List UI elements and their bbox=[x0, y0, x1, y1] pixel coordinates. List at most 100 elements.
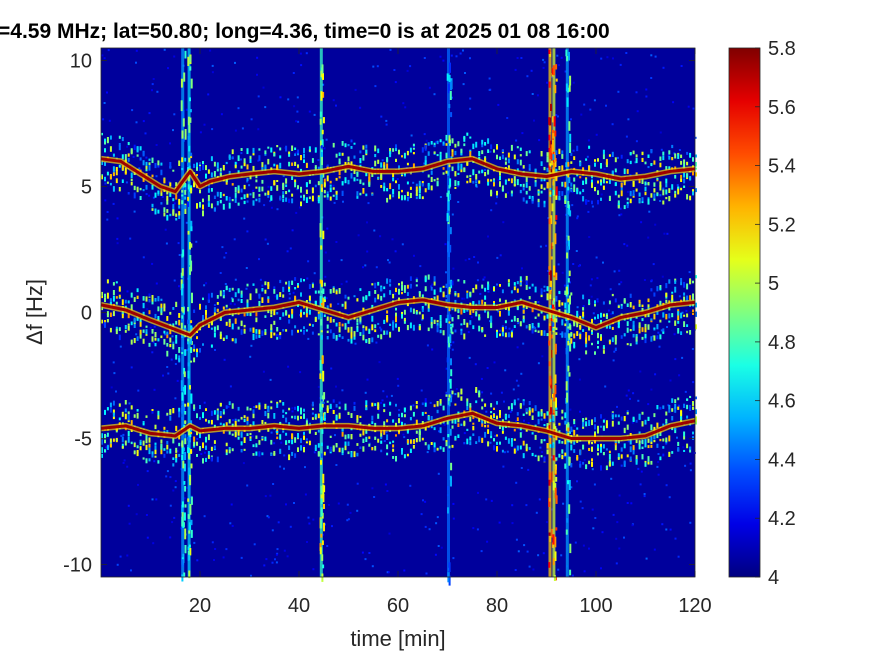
noise-speck bbox=[525, 504, 528, 507]
trace-speck bbox=[540, 311, 543, 314]
trace-speck bbox=[597, 314, 599, 319]
trace-speck bbox=[641, 151, 644, 156]
trace-speck bbox=[392, 172, 395, 177]
interference-speck bbox=[319, 279, 322, 284]
trace-speck bbox=[686, 283, 689, 290]
interference-speck bbox=[548, 471, 551, 479]
trace-speck bbox=[246, 302, 249, 309]
trace-speck bbox=[626, 327, 629, 333]
trace-speck bbox=[504, 414, 507, 418]
trace-speck bbox=[261, 297, 264, 303]
trace-speck bbox=[187, 338, 190, 342]
trace-speck bbox=[528, 401, 531, 406]
trace-speck bbox=[632, 190, 635, 197]
trace-speck bbox=[279, 400, 282, 403]
interference-speck bbox=[550, 103, 552, 111]
noise-speck bbox=[135, 333, 138, 336]
trace-speck bbox=[326, 175, 329, 182]
trace-speck bbox=[668, 196, 671, 202]
trace-speck bbox=[433, 447, 436, 452]
trace-speck bbox=[650, 163, 653, 167]
trace-speck bbox=[270, 147, 273, 153]
noise-speck bbox=[233, 303, 236, 306]
trace-speck bbox=[466, 322, 469, 328]
trace-speck bbox=[671, 298, 674, 304]
trace-speck bbox=[199, 166, 201, 171]
trace-speck bbox=[175, 457, 178, 463]
trace-speck bbox=[695, 324, 697, 330]
noise-speck bbox=[511, 328, 514, 331]
trace-speck bbox=[127, 430, 130, 437]
trace-speck bbox=[219, 415, 222, 419]
trace-speck bbox=[383, 165, 386, 171]
trace-speck bbox=[481, 418, 484, 424]
noise-speck bbox=[489, 320, 491, 323]
noise-speck bbox=[138, 167, 141, 170]
trace-speck bbox=[326, 336, 329, 340]
trace-speck bbox=[525, 182, 528, 188]
noise-speck bbox=[151, 498, 154, 501]
trace-speck bbox=[689, 395, 692, 398]
trace-speck bbox=[395, 180, 397, 184]
trace-speck bbox=[605, 420, 608, 426]
trace-speck bbox=[433, 289, 436, 295]
noise-speck bbox=[155, 282, 158, 285]
noise-speck bbox=[495, 202, 498, 205]
interference-speck bbox=[549, 536, 552, 542]
colorbar-tick-label: 4 bbox=[768, 567, 779, 589]
trace-speck bbox=[154, 445, 157, 451]
trace-speck bbox=[199, 304, 201, 309]
trace-speck bbox=[415, 196, 418, 200]
interference-speck bbox=[449, 244, 452, 253]
trace-speck bbox=[424, 411, 427, 414]
trace-speck bbox=[484, 403, 487, 407]
trace-speck bbox=[457, 293, 460, 298]
trace-speck bbox=[317, 413, 320, 419]
trace-speck bbox=[629, 329, 632, 332]
trace-speck bbox=[166, 440, 169, 445]
noise-speck bbox=[538, 139, 541, 142]
trace-speck bbox=[412, 152, 415, 155]
trace-speck bbox=[392, 325, 395, 331]
noise-speck bbox=[264, 238, 267, 241]
trace-speck bbox=[454, 307, 457, 312]
noise-speck bbox=[240, 556, 243, 559]
noise-speck bbox=[477, 491, 479, 494]
noise-speck bbox=[517, 398, 520, 401]
trace-speck bbox=[172, 323, 175, 328]
interference-speck bbox=[184, 528, 187, 540]
trace-speck bbox=[356, 171, 359, 177]
trace-speck bbox=[549, 444, 552, 448]
trace-speck bbox=[109, 146, 112, 152]
noise-speck bbox=[429, 401, 432, 404]
trace-speck bbox=[264, 164, 267, 169]
noise-speck bbox=[652, 263, 655, 266]
y-axis-label: Δf [Hz] bbox=[22, 279, 47, 345]
trace-speck bbox=[392, 321, 395, 328]
trace-speck bbox=[605, 315, 608, 319]
noise-speck bbox=[378, 361, 381, 364]
trace-speck bbox=[240, 320, 243, 327]
trace-speck bbox=[424, 160, 427, 166]
noise-speck bbox=[574, 541, 577, 544]
trace-speck bbox=[656, 443, 659, 448]
trace-speck bbox=[519, 282, 522, 286]
noise-speck bbox=[129, 237, 132, 240]
trace-speck bbox=[243, 313, 246, 317]
trace-speck bbox=[383, 330, 386, 335]
trace-speck bbox=[579, 191, 582, 195]
trace-speck bbox=[172, 341, 175, 344]
trace-speck bbox=[588, 460, 591, 465]
noise-speck bbox=[480, 550, 483, 553]
noise-speck bbox=[326, 545, 329, 547]
noise-speck bbox=[689, 469, 692, 472]
noise-speck bbox=[451, 96, 453, 99]
trace-speck bbox=[282, 294, 285, 298]
noise-speck bbox=[576, 215, 579, 218]
trace-speck bbox=[635, 172, 638, 176]
trace-speck bbox=[463, 307, 466, 313]
noise-speck bbox=[185, 108, 188, 111]
noise-speck bbox=[169, 476, 172, 479]
trace-speck bbox=[629, 160, 632, 165]
interference-speck bbox=[190, 78, 193, 89]
